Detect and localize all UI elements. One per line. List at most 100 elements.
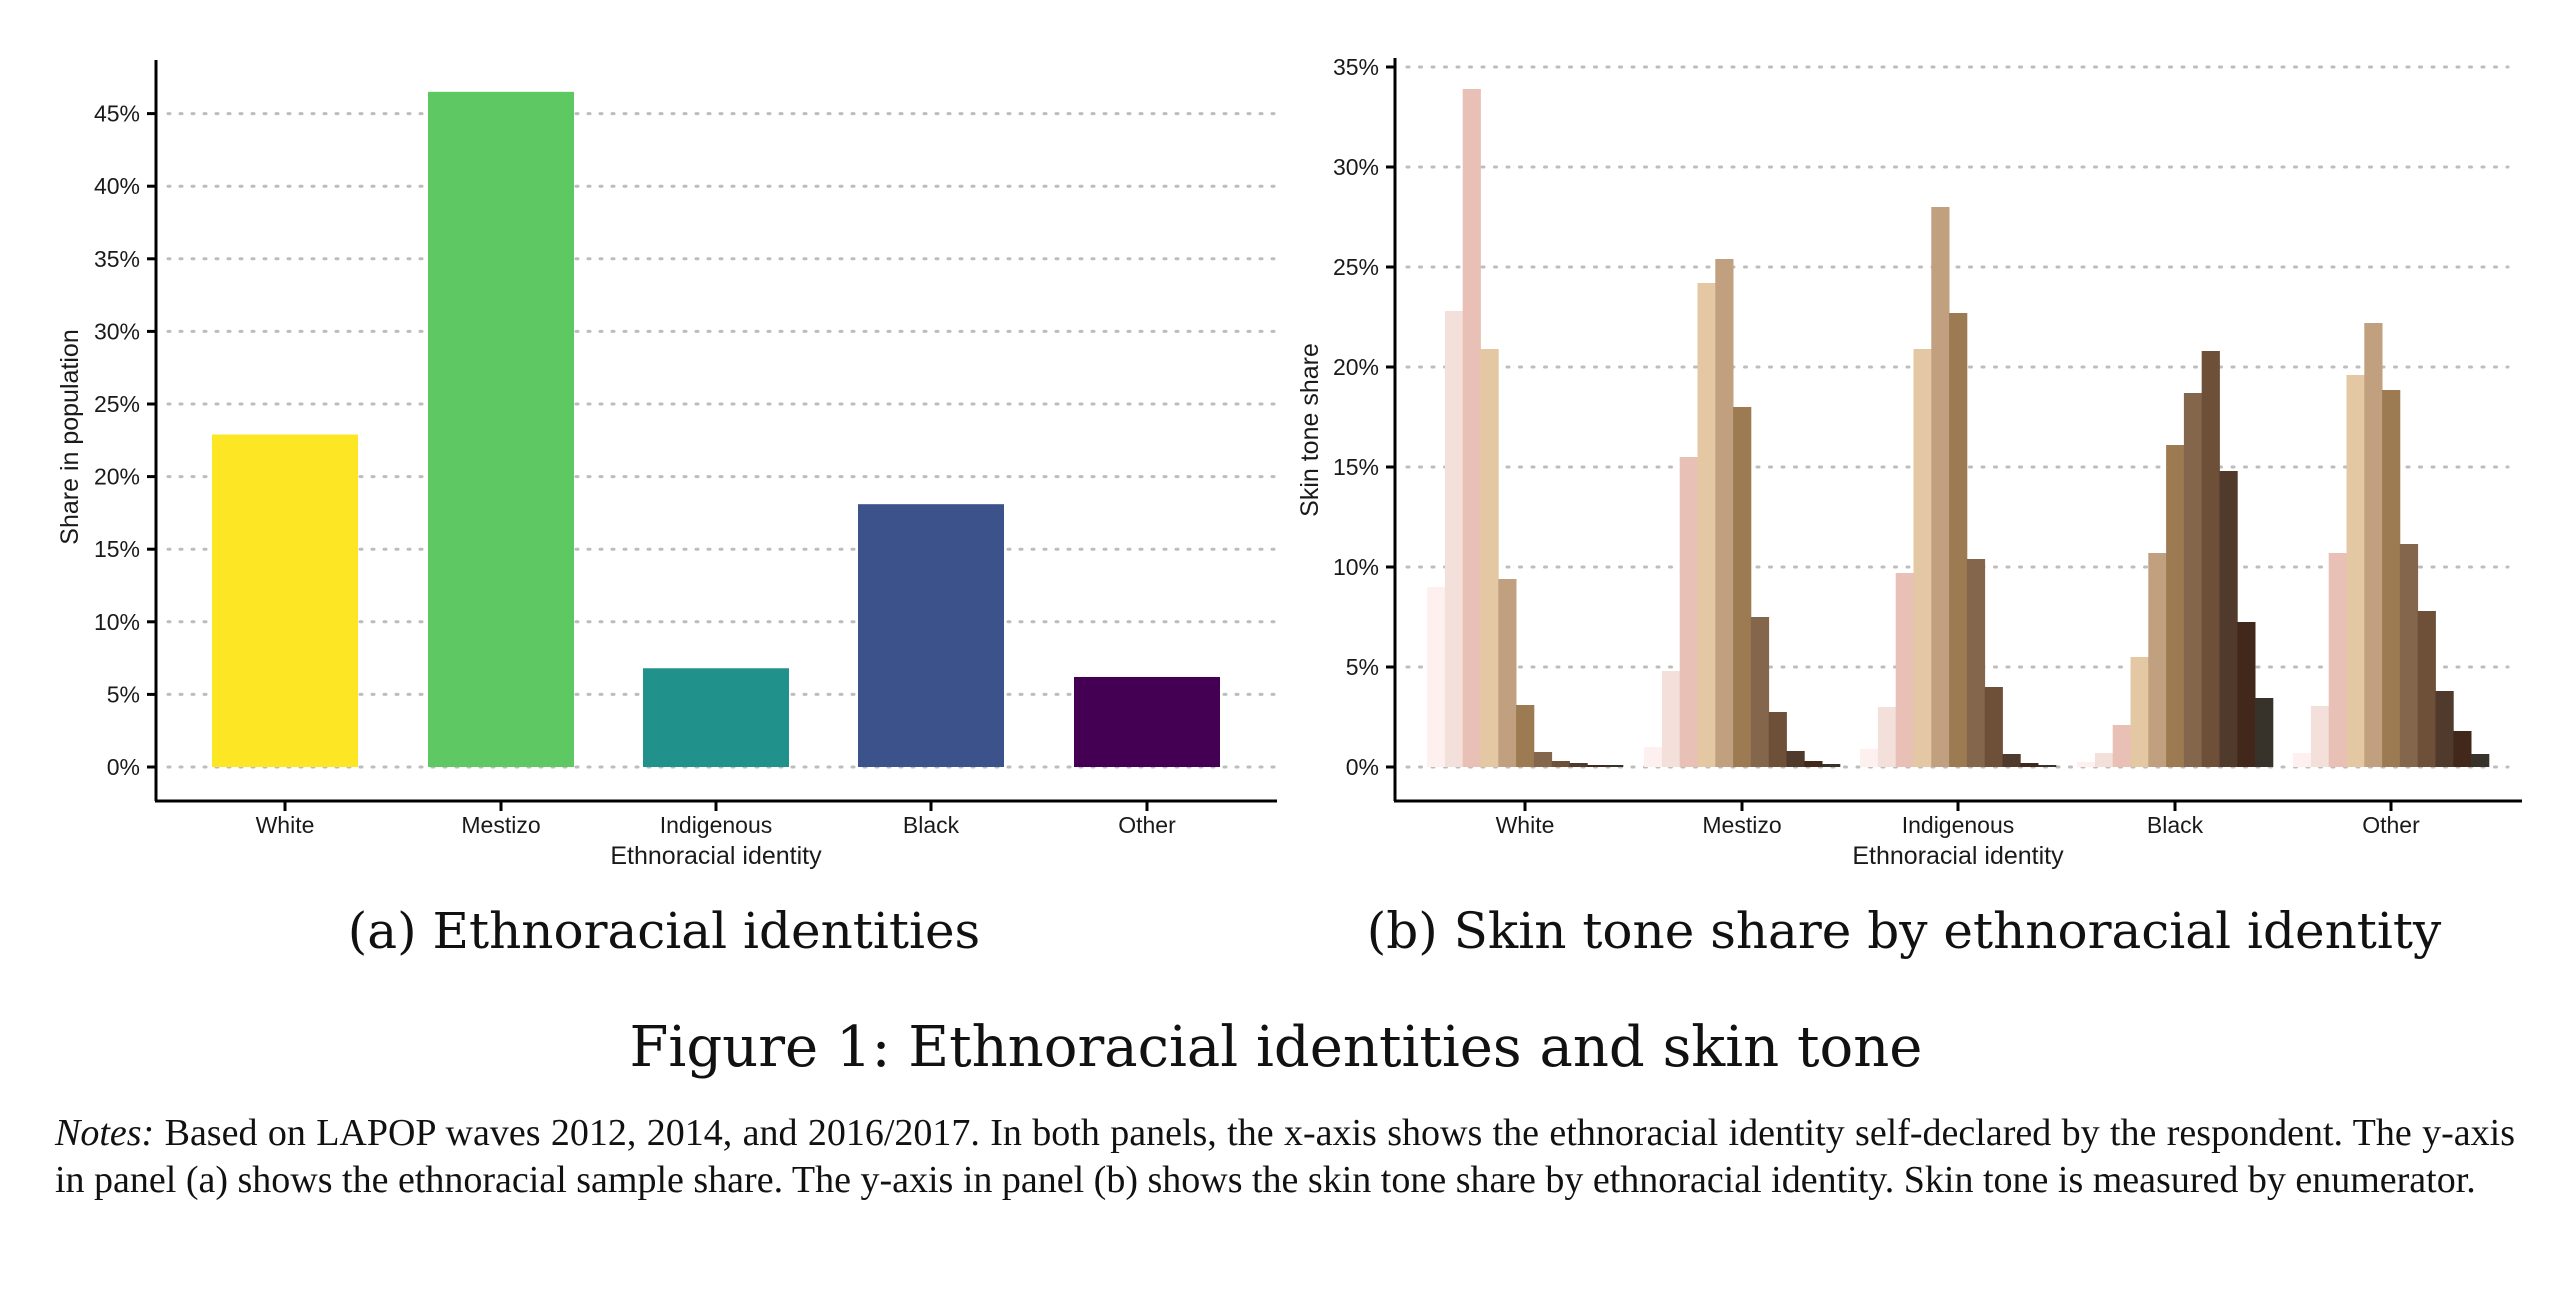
bar-skin-tone-5 [2364,323,2383,767]
notes-label: Notes: [55,1112,155,1154]
bar-skin-tone-4 [1913,349,1932,767]
y-tick-label: 0% [107,754,140,780]
bar-skin-tone-5 [2148,553,2167,767]
bar-black [858,504,1004,767]
bar-skin-tone-5 [1931,207,1950,767]
y-tick-label: 30% [94,318,140,344]
bar-skin-tone-7 [1966,559,1986,767]
panel-a-chart: 0% 5% 10% 15% 20% 25% 30% 35% 40% 45% White Mestiz… [56,60,1278,960]
bar-skin-tone-7 [1750,617,1770,767]
bar-skin-tone-11 [1605,765,1624,767]
panel-a-x-axis-title: Ethnoracial identity [610,842,822,870]
x-tick-label: Black [903,812,960,838]
y-tick-label: 25% [1333,254,1379,280]
bar-skin-tone-10 [2453,731,2472,767]
y-tick-label: 10% [94,609,140,635]
bar-mestizo [428,91,574,767]
bar-skin-tone-1 [2077,762,2096,767]
bar-skin-tone-6 [1949,313,1968,767]
bar-skin-tone-8 [1551,761,1570,767]
panel-a-x-ticks: White Mestizo Indigenous Black Other [256,801,1176,838]
bar-skin-tone-1 [1427,587,1446,767]
bar-skin-tone-8 [1984,687,2003,767]
bar-skin-tone-1 [1644,747,1663,767]
bar-skin-tone-11 [2038,765,2057,767]
bar-skin-tone-11 [2255,698,2274,767]
panel-a-y-axis-title: Share in population [56,329,84,544]
x-tick-label: Other [1118,812,1176,838]
bar-skin-tone-3 [1679,457,1698,767]
bar-skin-tone-9 [1569,763,1588,767]
bar-skin-tone-4 [1697,283,1716,767]
bar-skin-tone-10 [2237,622,2256,767]
y-tick-label: 45% [94,101,140,127]
panel-a-caption: (a) Ethnoracial identities [348,902,980,960]
bar-skin-tone-2 [2094,753,2114,767]
bar-group-mestizo [1644,259,1841,767]
panel-b-caption: (b) Skin tone share by ethnoracial ident… [1367,902,2442,960]
y-tick-label: 30% [1333,154,1379,180]
bar-skin-tone-6 [2382,390,2401,767]
bar-skin-tone-10 [2020,763,2039,767]
bar-skin-tone-1 [2293,753,2312,767]
y-tick-label: 5% [107,681,140,707]
bar-skin-tone-4 [1480,349,1499,767]
bar-skin-tone-7 [1533,752,1553,767]
x-tick-label: Mestizo [1702,812,1781,838]
notes-text: Based on LAPOP waves 2012, 2014, and 201… [55,1112,2515,1201]
x-tick-label: White [256,812,315,838]
bar-group-black [2077,351,2274,767]
bar-group-other [2293,323,2490,767]
bar-skin-tone-9 [2002,754,2021,767]
y-tick-label: 35% [94,246,140,272]
figure-title: Figure 1: Ethnoracial identities and ski… [630,1015,1923,1080]
y-tick-label: 25% [94,391,140,417]
bar-skin-tone-3 [1462,89,1481,767]
bar-skin-tone-5 [1715,259,1734,767]
bar-skin-tone-10 [1587,765,1606,767]
bar-skin-tone-5 [1498,579,1517,767]
bar-skin-tone-9 [1786,751,1805,767]
bar-skin-tone-8 [2417,611,2436,767]
y-tick-label: 10% [1333,554,1379,580]
x-tick-label: Other [2362,812,2420,838]
bar-skin-tone-3 [1895,573,1914,767]
y-tick-label: 40% [94,173,140,199]
panel-a-y-ticks: 0% 5% 10% 15% 20% 25% 30% 35% 40% 45% [94,101,156,780]
bar-skin-tone-1 [1860,749,1879,767]
bar-skin-tone-7 [2399,544,2419,767]
bar-skin-tone-2 [1444,311,1464,767]
y-tick-label: 15% [1333,454,1379,480]
bar-skin-tone-8 [2201,351,2220,767]
panel-a-bars [212,91,1220,767]
figure-notes: Notes: Based on LAPOP waves 2012, 2014, … [55,1110,2515,1204]
bar-skin-tone-11 [1822,764,1841,767]
y-tick-label: 0% [1346,754,1379,780]
bar-skin-tone-6 [2166,445,2185,767]
panel-b-x-ticks: White Mestizo Indigenous Black Other [1496,801,2420,838]
x-tick-label: Black [2147,812,2204,838]
bar-skin-tone-2 [2310,706,2330,767]
bar-skin-tone-9 [2219,471,2238,767]
bar-skin-tone-2 [1661,671,1681,767]
y-tick-label: 15% [94,536,140,562]
bar-indigenous [643,668,789,767]
bar-skin-tone-3 [2328,553,2347,767]
y-tick-label: 20% [1333,354,1379,380]
bar-group-indigenous [1860,207,2057,767]
bar-skin-tone-9 [2435,691,2454,767]
x-tick-label: Indigenous [1902,812,2015,838]
y-tick-label: 35% [1333,54,1379,80]
bar-other [1074,676,1220,767]
bar-skin-tone-7 [2183,393,2203,767]
x-tick-label: Mestizo [461,812,540,838]
bar-skin-tone-11 [2471,754,2490,767]
bar-skin-tone-4 [2346,375,2365,767]
x-tick-label: White [1496,812,1555,838]
panel-b-x-axis-title: Ethnoracial identity [1852,842,2064,870]
bar-skin-tone-8 [1768,712,1787,767]
bar-skin-tone-3 [2112,725,2131,767]
x-tick-label: Indigenous [660,812,773,838]
bar-skin-tone-4 [2130,657,2149,767]
